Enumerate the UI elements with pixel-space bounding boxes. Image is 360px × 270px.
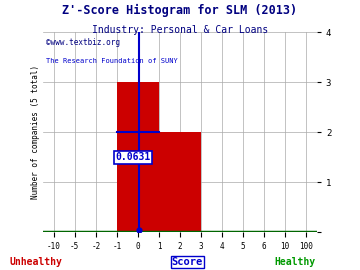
Bar bbox=[159, 132, 201, 232]
Text: The Research Foundation of SUNY: The Research Foundation of SUNY bbox=[46, 58, 178, 64]
Text: Z'-Score Histogram for SLM (2013): Z'-Score Histogram for SLM (2013) bbox=[62, 4, 298, 17]
Text: Industry: Personal & Car Loans: Industry: Personal & Car Loans bbox=[92, 25, 268, 35]
Text: 0.0631: 0.0631 bbox=[115, 152, 150, 162]
Text: ©www.textbiz.org: ©www.textbiz.org bbox=[46, 38, 120, 48]
Text: Score: Score bbox=[172, 257, 203, 267]
Y-axis label: Number of companies (5 total): Number of companies (5 total) bbox=[31, 65, 40, 199]
Bar bbox=[117, 82, 159, 232]
Text: Healthy: Healthy bbox=[275, 257, 316, 267]
Text: Unhealthy: Unhealthy bbox=[10, 257, 62, 267]
